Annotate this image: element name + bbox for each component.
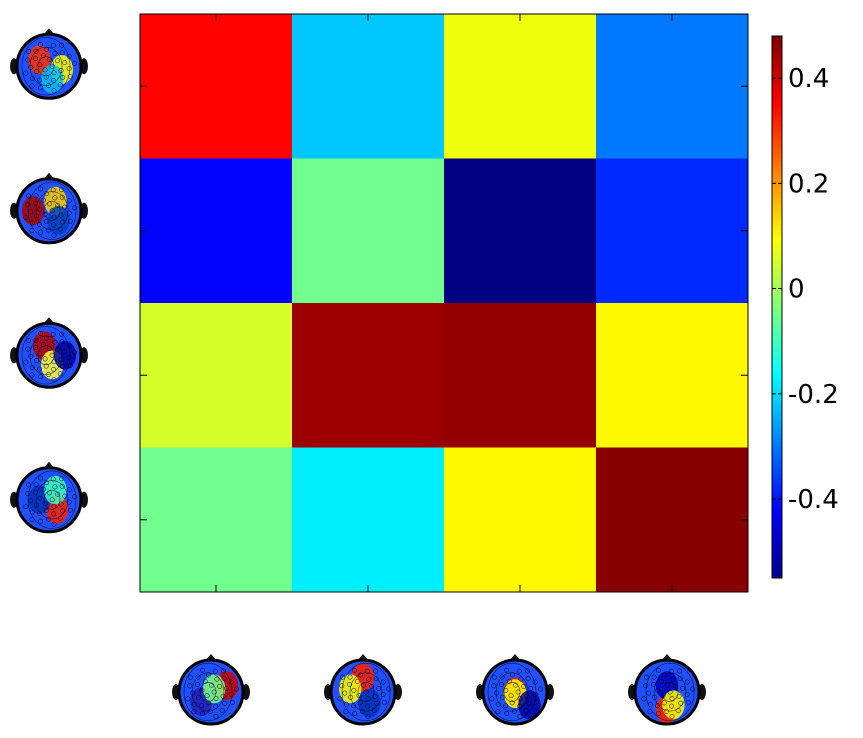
heatmap-cell-r4-c2 [292,447,445,593]
colorbar-tick-label: 0.4 [788,64,829,94]
colorbar [771,35,783,579]
heatmap-cells [140,14,749,593]
column-topomap-1-icon [172,654,250,726]
row-topomap-2-icon [10,172,88,245]
heatmap-ticks [140,14,748,592]
column-topomap-3-icon [476,654,554,726]
row-topomap-4-icon [10,461,88,534]
colorbar-tick-label: 0 [788,275,805,305]
heatmap-cell-r3-c2 [292,303,445,448]
column-topomaps [172,654,706,726]
heatmap-cell-r4-c3 [444,447,597,593]
heatmap-frame [139,13,749,593]
colorbar-ticks: 0.4 0.2 0 -0.2 -0.4 [772,64,839,515]
colorbar-tick-label: 0.2 [788,169,829,199]
heatmap-cell-r4-c4 [596,447,749,593]
column-topomap-4-icon [628,654,706,726]
colorbar-tick-label: -0.4 [788,485,839,515]
heatmap-cell-r3-c3 [444,303,597,448]
heatmap-cell-r3-c4 [596,303,749,448]
row-topomap-3-icon [10,317,88,389]
heatmap-cell-r3-c1 [140,303,293,448]
colorbar-tick-label: -0.2 [788,380,839,410]
heatmap-cell-r2-c1 [140,158,293,304]
heatmap-cell-r1-c2 [292,14,445,159]
heatmap-cell-r1-c4 [596,14,749,159]
heatmap-cell-r2-c2 [292,158,445,304]
column-topomap-2-icon [324,654,402,726]
heatmap-cell-r2-c3 [444,158,597,304]
heatmap-cell-r1-c1 [140,14,293,159]
heatmap-cell-r2-c4 [596,158,749,304]
row-topomap-1-icon [10,28,88,100]
heatmap-cell-r4-c1 [140,447,293,593]
heatmap-cell-r1-c3 [444,14,597,159]
row-topomaps [10,28,88,534]
